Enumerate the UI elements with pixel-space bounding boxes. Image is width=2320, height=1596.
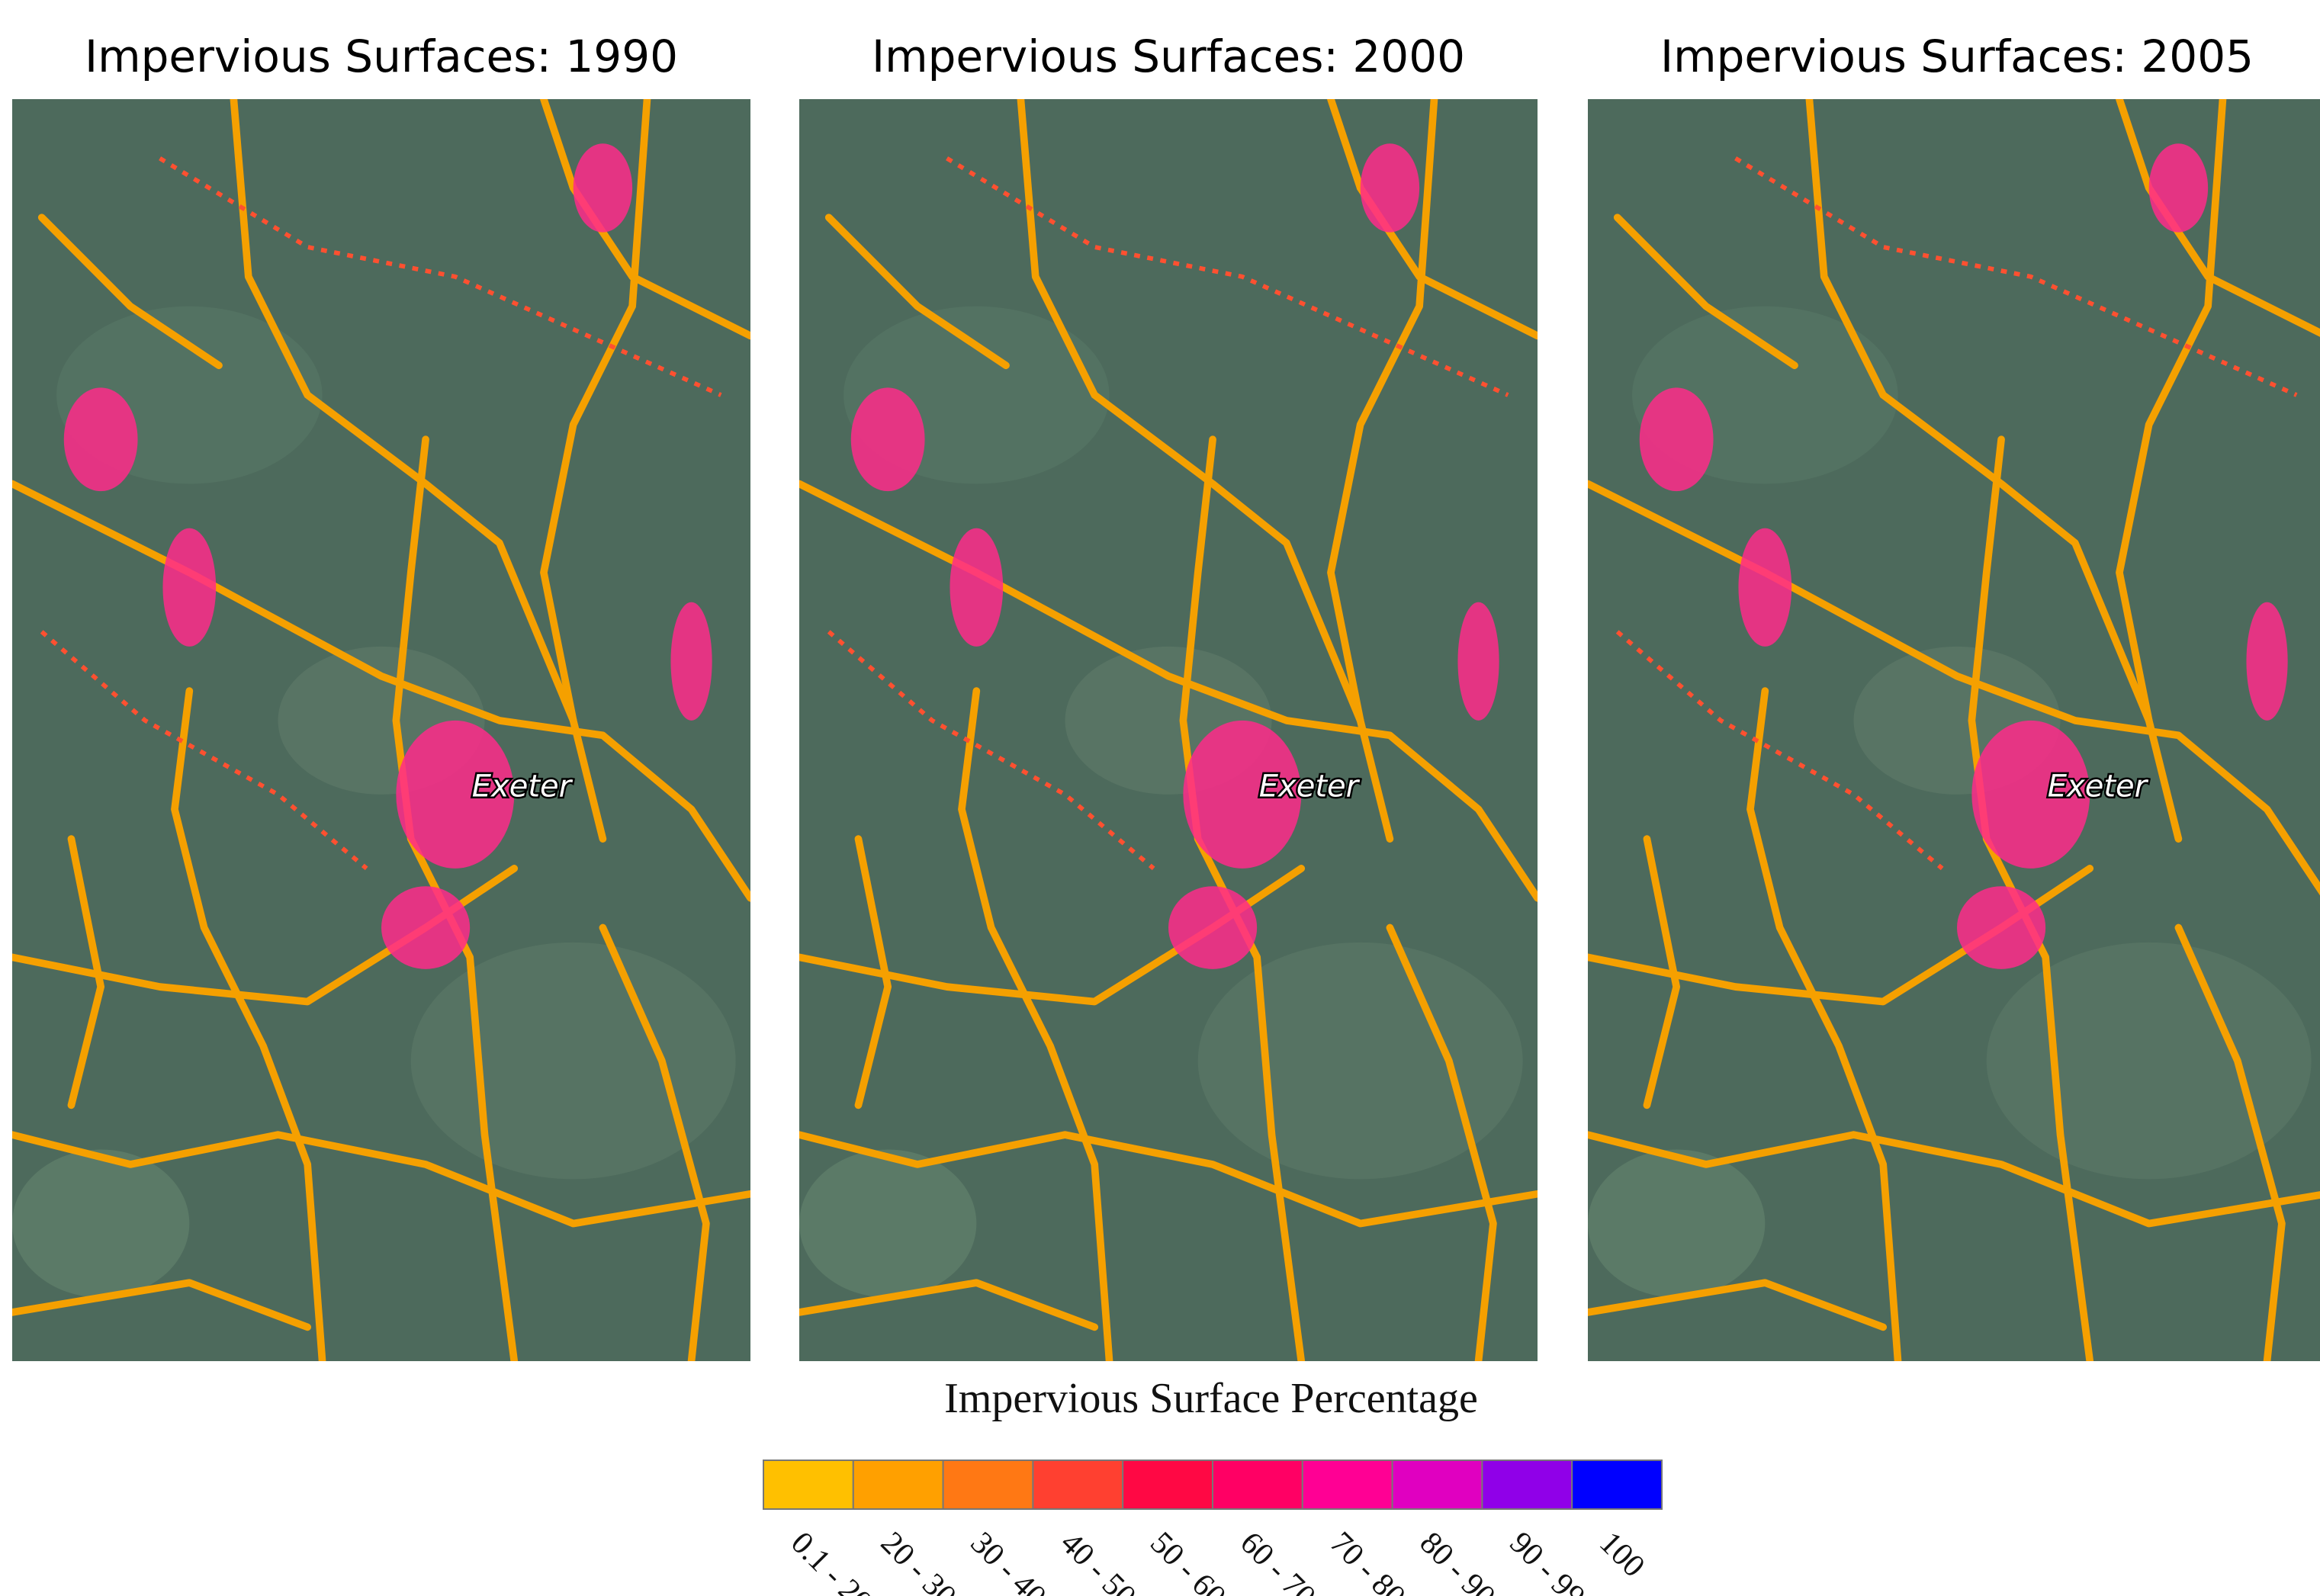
map-image — [799, 99, 1538, 1361]
legend-label: 30 - 40 — [964, 1525, 1053, 1596]
panel-title: Impervious Surfaces: 1990 — [85, 31, 678, 82]
map-panels: Impervious Surfaces: 1990 Exeter Imperviou… — [12, 31, 2320, 1361]
legend-label: 90 - 99 — [1502, 1525, 1592, 1596]
panel-title: Impervious Surfaces: 2000 — [872, 31, 1465, 82]
legend-swatch — [853, 1460, 943, 1509]
legend-swatch — [1393, 1460, 1483, 1509]
panel-title: Impervious Surfaces: 2005 — [1660, 31, 2254, 82]
legend-label: 40 - 50 — [1053, 1525, 1142, 1596]
legend-swatch — [1303, 1460, 1393, 1509]
legend-swatch — [1033, 1460, 1123, 1509]
legend-swatch — [1123, 1460, 1213, 1509]
legend-label: 20 - 30 — [874, 1525, 963, 1596]
legend-label: 60 - 70 — [1233, 1525, 1322, 1596]
figure: Impervious Surfaces: 1990 Exeter Imperviou… — [0, 0, 2320, 1596]
place-label: Exeter — [2048, 769, 2149, 804]
place-label: Exeter — [472, 769, 574, 804]
legend-swatch — [1572, 1460, 1662, 1509]
legend-swatch — [763, 1460, 853, 1509]
legend-label: 70 - 80 — [1323, 1525, 1412, 1596]
legend-label: 50 - 60 — [1143, 1525, 1232, 1596]
page: {"panels": [ {"title": "Impervious Surfa… — [0, 0, 2320, 1596]
place-label: Exeter — [1259, 769, 1361, 804]
legend-title: Impervious Surface Percentage — [944, 1375, 1478, 1422]
legend-swatch — [943, 1460, 1033, 1509]
legend-label: 100 — [1592, 1525, 1651, 1584]
legend-swatch — [1482, 1460, 1572, 1509]
legend-swatch — [1213, 1460, 1303, 1509]
legend-label: 0.1 - 20 — [784, 1525, 879, 1596]
legend-label: 80 - 90 — [1413, 1525, 1502, 1596]
map-image — [12, 99, 750, 1361]
map-image — [1588, 99, 2320, 1361]
